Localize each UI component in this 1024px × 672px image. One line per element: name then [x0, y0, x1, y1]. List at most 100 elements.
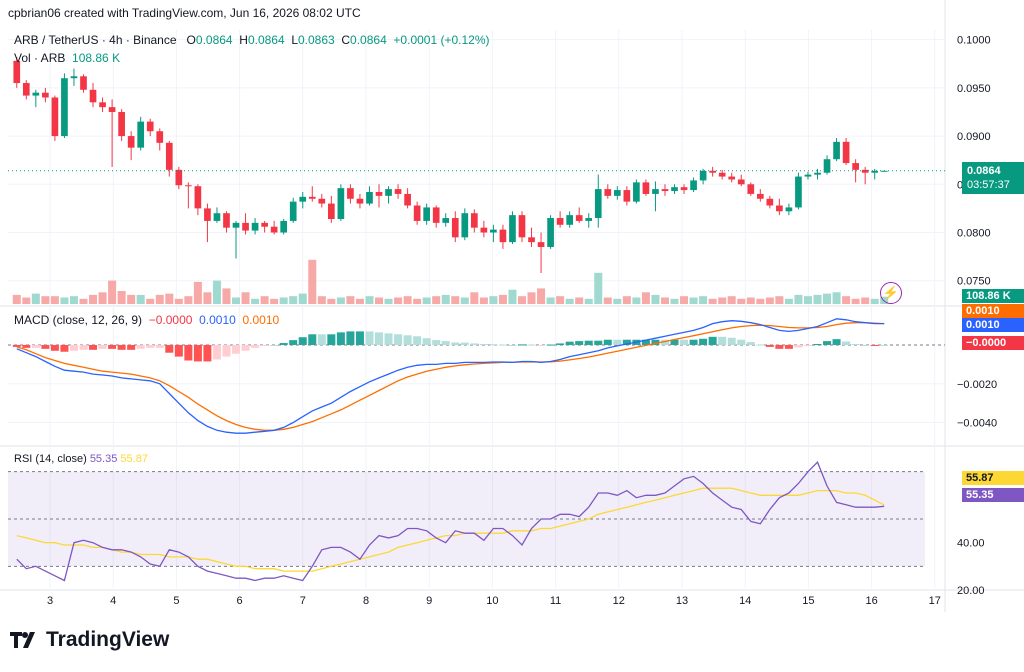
lightning-icon[interactable]: ⚡: [880, 282, 902, 304]
macd-histogram-bar: [842, 341, 851, 345]
volume-bar: [432, 296, 441, 304]
candle-body: [251, 222, 259, 231]
macd-histogram-bar: [813, 344, 822, 345]
candle-body: [671, 187, 678, 192]
macd-legend-signal: 0.0010: [242, 313, 280, 327]
candle-body: [385, 189, 392, 196]
candle-body: [766, 198, 774, 206]
volume-bar: [203, 292, 212, 304]
volume-bar: [851, 298, 860, 304]
macd-histogram-bar: [136, 344, 145, 349]
rsi-tick-label: 40.00: [957, 538, 985, 550]
time-tick-label: 12: [613, 595, 625, 607]
volume-legend-label[interactable]: Vol · ARB: [14, 51, 66, 65]
macd-legend-label[interactable]: MACD (close, 12, 26, 9): [14, 313, 143, 327]
macd-histogram-bar: [794, 344, 803, 348]
volume-bar: [98, 292, 107, 304]
macd-histogram-bar: [489, 344, 498, 346]
macd-histogram-bar: [508, 344, 517, 346]
macd-histogram-bar: [174, 344, 183, 357]
volume-bar: [603, 297, 612, 304]
macd-histogram-bar: [260, 344, 269, 346]
volume-bar: [60, 297, 69, 304]
volume-bar: [756, 298, 765, 304]
symbol-name[interactable]: ARB / TetherUS · 4h · Binance: [14, 33, 177, 47]
volume-bar: [622, 296, 631, 304]
candle-body: [42, 92, 49, 98]
candle-body: [318, 198, 326, 204]
macd-histogram-bar: [98, 344, 107, 349]
volume-bar: [470, 292, 479, 304]
volume-bar: [517, 296, 526, 304]
volume-bar: [212, 280, 221, 304]
volume-bar: [413, 298, 422, 304]
macd-histogram-bar: [241, 344, 250, 351]
volume-bar: [222, 288, 231, 304]
volume-bar: [803, 296, 812, 304]
macd-histogram-bar: [718, 336, 727, 345]
rsi-legend-label[interactable]: RSI (14, close): [14, 453, 87, 465]
candle-body: [337, 188, 345, 219]
macd-histogram-bar: [441, 341, 450, 345]
candle-body: [328, 203, 335, 219]
time-tick-label: 15: [802, 595, 814, 607]
macd-histogram-bar: [498, 344, 507, 346]
macd-histogram-bar: [346, 331, 355, 345]
volume-bar: [89, 294, 98, 304]
macd-histogram-bar: [861, 344, 870, 346]
high-value: 0.0864: [247, 33, 285, 47]
candle-body: [518, 215, 526, 238]
macd-histogram-bar: [384, 333, 393, 345]
macd-histogram-bar: [746, 342, 755, 345]
volume-bar: [746, 297, 755, 304]
time-tick-label: 13: [676, 595, 688, 607]
candle-body: [432, 207, 440, 223]
price-badge: 0.0864 03:57:37: [962, 162, 1024, 194]
price-tick-label: 0.0800: [957, 228, 991, 240]
volume-bar: [355, 298, 364, 304]
candle-body: [528, 237, 535, 243]
macd-histogram-bar: [336, 332, 345, 345]
candle-body: [61, 78, 68, 137]
volume-bar: [12, 294, 21, 304]
volume-bar: [375, 297, 384, 304]
volume-bar: [422, 297, 431, 304]
candle-body: [175, 169, 183, 186]
candle-body: [652, 189, 659, 194]
volume-bar: [127, 294, 136, 304]
volume-bar: [394, 297, 403, 304]
time-tick-label: 17: [929, 595, 941, 607]
time-tick-label: 14: [739, 595, 751, 607]
macd-histogram-bar: [537, 344, 546, 346]
volume-bar: [537, 288, 546, 304]
volume-bar: [241, 292, 250, 304]
macd-legend-hist: −0.0000: [148, 313, 193, 327]
macd-histogram-bar: [432, 340, 441, 345]
volume-bar: [289, 296, 298, 304]
candle-body: [70, 76, 78, 79]
macd-signal-line: [16, 322, 885, 431]
candle-body: [861, 169, 869, 173]
volume-bar: [41, 296, 50, 304]
candle-body: [204, 208, 211, 221]
open-value: 0.0864: [195, 33, 233, 47]
macd-line-badge: 0.0010: [962, 318, 1024, 332]
macd-histogram-bar: [603, 339, 612, 345]
candle-body: [261, 222, 268, 227]
macd-histogram-bar: [327, 334, 336, 345]
price-tick-label: 0.0750: [957, 276, 991, 288]
candle-body: [308, 196, 316, 199]
candle-body: [728, 176, 736, 180]
candle-body: [718, 172, 726, 177]
volume-bar: [155, 294, 164, 304]
time-tick-label: 4: [110, 595, 116, 607]
macd-histogram-bar: [317, 334, 326, 345]
candle-body: [604, 189, 612, 196]
macd-histogram-bar: [50, 344, 59, 351]
high-label: H: [239, 33, 248, 47]
volume-bar: [136, 294, 145, 304]
time-tick-label: 11: [550, 595, 561, 607]
macd-histogram-bar: [670, 339, 679, 345]
candle-body: [747, 184, 755, 194]
